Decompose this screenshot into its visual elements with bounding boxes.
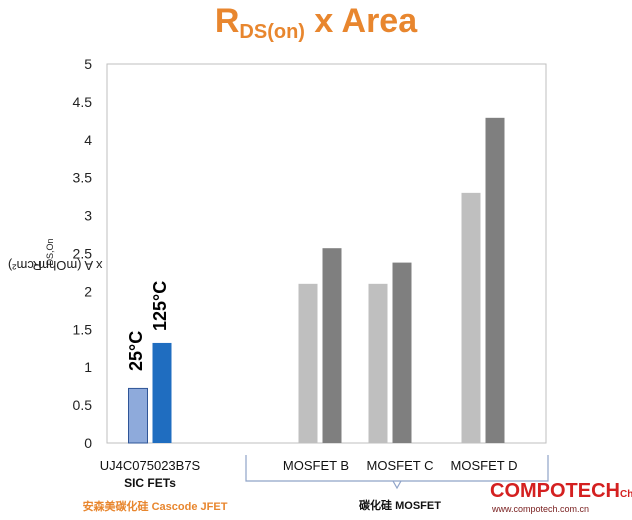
x-category-sublabel: SIC FETs xyxy=(124,476,176,490)
y-tick-label: 5 xyxy=(84,56,92,72)
y-tick-label: 2 xyxy=(84,283,92,299)
group-label-cascode-jfet: 安森美碳化硅 Cascode JFET xyxy=(82,501,228,513)
title-rest: x Area xyxy=(304,2,418,40)
y-tick-label: 4.5 xyxy=(73,94,93,110)
x-category-label: MOSFET C xyxy=(367,458,434,473)
compotech-watermark: COMPOTECHChina www.compotech.com.cn xyxy=(490,480,632,514)
bar-25c-2 xyxy=(368,283,388,443)
bar-125c-3 xyxy=(485,117,505,444)
watermark-suffix: China xyxy=(620,489,632,500)
mosfet-group-bracket xyxy=(245,455,549,482)
y-tick-label: 0.5 xyxy=(73,397,93,413)
y-tick-label: 0 xyxy=(84,435,92,451)
x-category-label: MOSFET B xyxy=(283,458,349,473)
title-subscript: DS(on) xyxy=(239,21,305,43)
bar-25c-0 xyxy=(128,387,148,444)
bar-25c-1 xyxy=(298,283,318,443)
mosfet-group-bracket-tip xyxy=(392,480,402,490)
group-label-sic-mosfet: 碳化硅 MOSFET xyxy=(359,500,441,512)
watermark-brand: COMPOTECH xyxy=(490,480,620,502)
y-tick-label: 3.5 xyxy=(73,170,93,186)
y-tick-label: 4 xyxy=(84,132,92,148)
bar-annotation-25c: 25°C xyxy=(126,330,146,371)
bar-annotation-125c: 125°C xyxy=(150,280,170,331)
x-category-label: MOSFET D xyxy=(451,458,518,473)
watermark-url: www.compotech.com.cn xyxy=(492,504,590,514)
y-tick-label: 3 xyxy=(84,208,92,224)
bar-125c-0 xyxy=(152,342,172,443)
chart-title: RDS(on) x Area xyxy=(0,2,632,44)
x-category-label: UJ4C075023B7S xyxy=(100,458,201,473)
bar-125c-2 xyxy=(392,262,412,443)
bar-125c-1 xyxy=(322,248,342,443)
title-prefix: R xyxy=(214,2,240,40)
bar-25c-3 xyxy=(461,192,481,443)
y-tick-label: 1.5 xyxy=(73,321,93,337)
y-tick-label: 2.5 xyxy=(73,246,93,262)
y-tick-label: 1 xyxy=(84,359,92,375)
